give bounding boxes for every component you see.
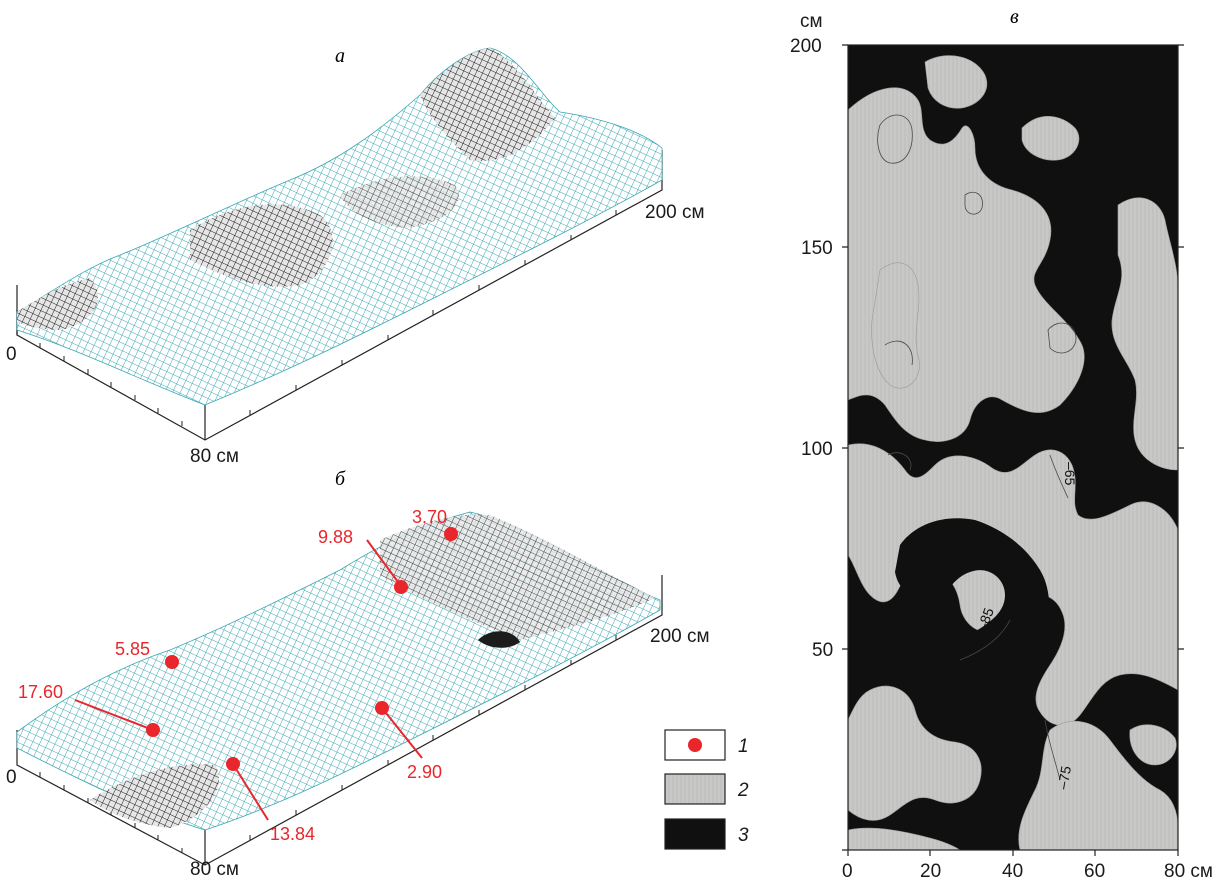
legend-num: 3 xyxy=(738,825,749,846)
panel-a-ridge-1 xyxy=(420,48,555,161)
panel-a-ridge-4 xyxy=(340,176,459,228)
panel-v-letter: в xyxy=(1010,6,1019,28)
legend-num: 2 xyxy=(737,780,749,801)
legend-point-marker xyxy=(688,738,702,752)
point-label: 9.88 xyxy=(318,527,353,547)
panel-b-width-label: 80 см xyxy=(190,859,239,880)
map-x-tick-label: 60 xyxy=(1084,861,1105,882)
map-y-tick-label: 150 xyxy=(801,238,833,259)
point-label: 3.70 xyxy=(412,507,447,527)
legend: 1 2 3 xyxy=(664,729,749,850)
map-y-tick-label: 100 xyxy=(801,439,833,460)
contour-label: –75 xyxy=(1054,765,1074,791)
panel-b-width-ticks xyxy=(39,772,183,853)
point-label: 5.85 xyxy=(115,639,150,659)
panel-v: в см –65 –8 xyxy=(790,6,1213,882)
contour-label: –85 xyxy=(974,605,997,633)
panel-b-frame xyxy=(16,575,663,866)
map-x-tick-label: 40 xyxy=(1002,861,1023,882)
panel-b-origin-label: 0 xyxy=(6,767,17,788)
map-light-zones xyxy=(847,55,1179,851)
panel-a-ridge-3 xyxy=(17,278,99,330)
panel-b-dark-bump xyxy=(478,631,520,648)
panel-a-letter: а xyxy=(335,45,345,67)
point-label: 2.90 xyxy=(407,762,442,782)
panel-b-points: 3.70 9.88 5.85 17.60 2.90 13.84 xyxy=(18,507,458,844)
point-marker xyxy=(165,655,179,669)
legend-num: 1 xyxy=(738,736,749,757)
panel-a-surface xyxy=(16,47,663,406)
point-marker xyxy=(394,580,408,594)
map-contours xyxy=(877,114,1077,781)
panel-v-y-unit: см xyxy=(800,11,823,32)
legend-swatch-light xyxy=(664,773,726,805)
legend-swatch-dark xyxy=(664,818,726,850)
map-y-tick-label: 50 xyxy=(812,640,833,661)
map-y-ticks xyxy=(842,44,1184,851)
panel-a-width-ticks xyxy=(39,343,183,426)
map-y-tick-label: 200 xyxy=(790,36,822,57)
map-x-tick-label: 80 см xyxy=(1164,861,1213,882)
panel-a-ridge-2 xyxy=(190,204,333,287)
panel-b: б 3.70 9.88 5.85 xyxy=(6,468,710,880)
panel-b-dark-ridge-2 xyxy=(90,764,219,828)
panel-a-width-label: 80 см xyxy=(190,446,239,467)
point-marker xyxy=(444,527,458,541)
map-x-ticks xyxy=(847,850,1179,856)
contour-label: –65 xyxy=(1062,462,1078,486)
map-x-tick-label: 20 xyxy=(920,861,941,882)
panel-a-length-ticks xyxy=(249,210,617,415)
panel-b-dark-ridge-1 xyxy=(380,514,655,640)
point-label: 17.60 xyxy=(18,682,63,702)
point-marker xyxy=(226,757,240,771)
panel-b-length-ticks xyxy=(249,635,617,840)
point-label: 13.84 xyxy=(270,824,315,844)
point-marker xyxy=(375,701,389,715)
panel-a-origin-label: 0 xyxy=(6,344,17,365)
panel-b-letter: б xyxy=(335,468,346,490)
panel-a: а 200 см 0 80 см xyxy=(6,45,705,467)
panel-a-length-label: 200 см xyxy=(645,202,705,223)
panel-b-length-label: 200 см xyxy=(650,626,710,647)
map-x-tick-label: 0 xyxy=(842,861,853,882)
point-marker xyxy=(146,723,160,737)
